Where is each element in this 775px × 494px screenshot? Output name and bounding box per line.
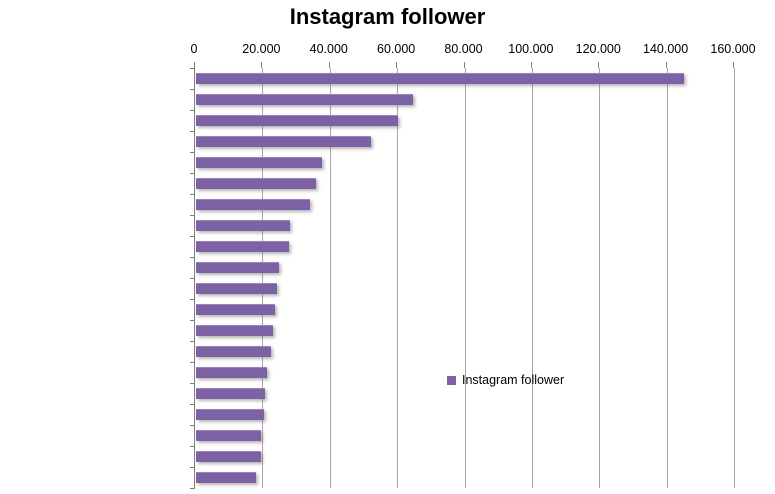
x-axis-tick-mark xyxy=(733,62,734,68)
bar xyxy=(196,178,316,189)
bar xyxy=(196,241,289,252)
y-axis-tick-mark xyxy=(190,173,195,174)
x-axis-tick-label: 80.000 xyxy=(444,42,483,56)
x-axis-tick-mark xyxy=(598,62,600,68)
gridline xyxy=(397,68,399,488)
y-axis-tick-mark xyxy=(190,236,195,237)
x-axis-tick-label: 40.000 xyxy=(309,42,348,56)
bar xyxy=(196,325,273,336)
y-axis-tick-mark xyxy=(190,110,195,111)
legend-swatch-icon xyxy=(447,375,456,385)
bar xyxy=(196,430,262,441)
chart-title: Instagram follower xyxy=(289,4,486,29)
y-axis-tick-mark xyxy=(190,299,195,300)
bar xyxy=(196,73,685,84)
bar xyxy=(196,220,291,231)
x-axis-tick-label: 20.000 xyxy=(242,42,281,56)
bar xyxy=(196,115,399,126)
y-axis-tick-mark xyxy=(190,341,195,342)
bar xyxy=(196,409,265,420)
y-axis-tick-mark xyxy=(190,446,195,447)
y-axis-tick-mark xyxy=(190,404,195,405)
y-axis-tick-mark xyxy=(190,131,195,132)
gridline xyxy=(531,68,533,488)
y-axis-tick-mark xyxy=(190,383,195,384)
bar xyxy=(196,199,310,210)
x-axis-tick-mark xyxy=(463,62,465,68)
gridline xyxy=(734,68,735,488)
gridline xyxy=(666,68,668,488)
y-axis-tick-mark xyxy=(190,278,195,279)
y-axis-tick-mark xyxy=(190,425,195,426)
bar xyxy=(196,283,278,294)
x-axis-tick-label: 60.000 xyxy=(377,42,416,56)
bar xyxy=(196,262,279,273)
x-axis-tick-mark xyxy=(665,62,667,68)
bar xyxy=(196,367,268,378)
bar xyxy=(196,157,322,168)
x-axis-tick-label: 160.000 xyxy=(710,42,756,56)
x-axis-tick-label: 140.000 xyxy=(643,42,689,56)
y-axis-tick-mark xyxy=(190,89,195,90)
bar xyxy=(196,451,261,462)
x-axis-tick-mark xyxy=(396,62,398,68)
y-axis-tick-mark xyxy=(190,194,195,195)
bar xyxy=(196,304,276,315)
x-axis-tick-mark xyxy=(261,62,263,68)
bar xyxy=(196,388,266,399)
y-axis-tick-mark xyxy=(190,215,195,216)
chart-legend: Instagram follower xyxy=(447,373,564,387)
y-axis-tick-mark xyxy=(190,152,195,153)
bar xyxy=(196,94,413,105)
x-axis-tick-label: 120.000 xyxy=(575,42,621,56)
y-axis-tick-mark xyxy=(190,320,195,321)
gridline xyxy=(262,68,264,488)
x-axis-tick-mark xyxy=(194,62,195,68)
bar xyxy=(196,136,372,147)
gridline xyxy=(464,68,466,488)
gridline xyxy=(329,68,331,488)
bar xyxy=(196,346,272,357)
gridline xyxy=(599,68,601,488)
x-axis-tick-mark xyxy=(328,62,330,68)
legend-label: Instagram follower xyxy=(462,373,565,387)
x-axis-tick-label: 100.000 xyxy=(508,42,554,56)
x-axis-tick-mark xyxy=(530,62,532,68)
plot-area xyxy=(190,68,735,489)
y-axis-tick-mark xyxy=(190,467,195,468)
y-axis-tick-mark xyxy=(190,362,195,363)
y-axis-tick-mark xyxy=(190,488,195,489)
y-axis-tick-mark xyxy=(190,68,195,69)
x-axis-tick-label: 0 xyxy=(190,42,198,56)
y-axis-tick-mark xyxy=(190,257,195,258)
bar xyxy=(196,472,256,483)
